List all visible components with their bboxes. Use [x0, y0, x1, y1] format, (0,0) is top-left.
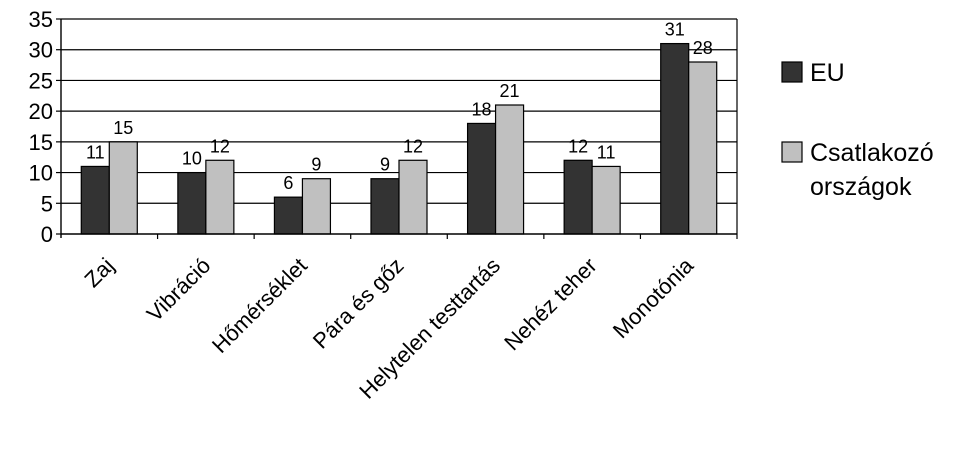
legend: EU Csatlakozó országok	[781, 59, 934, 201]
bar	[273, 196, 304, 235]
x-category-label: Vibráció	[142, 253, 216, 327]
x-category-label: Nehéz teher	[499, 253, 601, 355]
data-label: 31	[665, 20, 685, 40]
bar	[370, 178, 400, 235]
x-category-label: Zaj	[80, 253, 119, 292]
x-category-label: Pára és gőz	[308, 253, 409, 354]
y-tick-label: 25	[29, 68, 53, 93]
y-tick-label: 20	[29, 99, 53, 124]
axes	[56, 18, 738, 239]
legend-swatch	[781, 61, 803, 83]
y-tick-label: 35	[29, 7, 53, 32]
bar	[466, 122, 497, 235]
bar	[494, 104, 525, 235]
y-tick-label: 10	[29, 161, 53, 186]
grid-lines	[61, 18, 737, 204]
legend-label: EU	[810, 59, 845, 87]
bars	[80, 42, 718, 235]
data-label: 9	[311, 155, 321, 175]
data-label: 21	[500, 81, 520, 101]
bar	[591, 165, 621, 235]
data-label: 10	[182, 149, 202, 169]
bar	[177, 171, 207, 235]
bar	[563, 159, 593, 235]
bar	[80, 165, 110, 235]
bar	[688, 61, 718, 235]
data-label: 11	[86, 142, 105, 162]
x-category-label: Monotónia	[608, 252, 699, 343]
legend-swatch	[781, 141, 803, 163]
y-tick-label: 15	[29, 130, 53, 155]
data-label: 12	[210, 136, 230, 156]
bar	[660, 42, 690, 235]
legend-label-line: EU	[810, 59, 845, 87]
y-tick-label: 0	[41, 222, 53, 247]
legend-label-line: országok	[810, 173, 912, 201]
bar	[108, 141, 138, 235]
bar	[205, 159, 235, 235]
bar	[301, 178, 332, 235]
data-label: 18	[472, 99, 492, 119]
data-label: 12	[568, 136, 588, 156]
data-label: 11	[597, 142, 616, 162]
data-label: 28	[693, 38, 713, 58]
data-label: 12	[403, 136, 423, 156]
bar	[398, 159, 428, 235]
y-tick-labels: 0 5 10 15 20 25 30 35	[29, 7, 53, 247]
legend-label: Csatlakozó országok	[810, 139, 934, 201]
legend-label-line: Csatlakozó	[810, 139, 934, 167]
data-label: 15	[113, 118, 133, 138]
y-tick-label: 5	[41, 191, 53, 216]
data-label: 6	[283, 173, 293, 193]
data-label: 9	[380, 155, 390, 175]
x-category-label: Hőmérséklet	[207, 253, 312, 358]
y-tick-label: 30	[29, 38, 53, 63]
